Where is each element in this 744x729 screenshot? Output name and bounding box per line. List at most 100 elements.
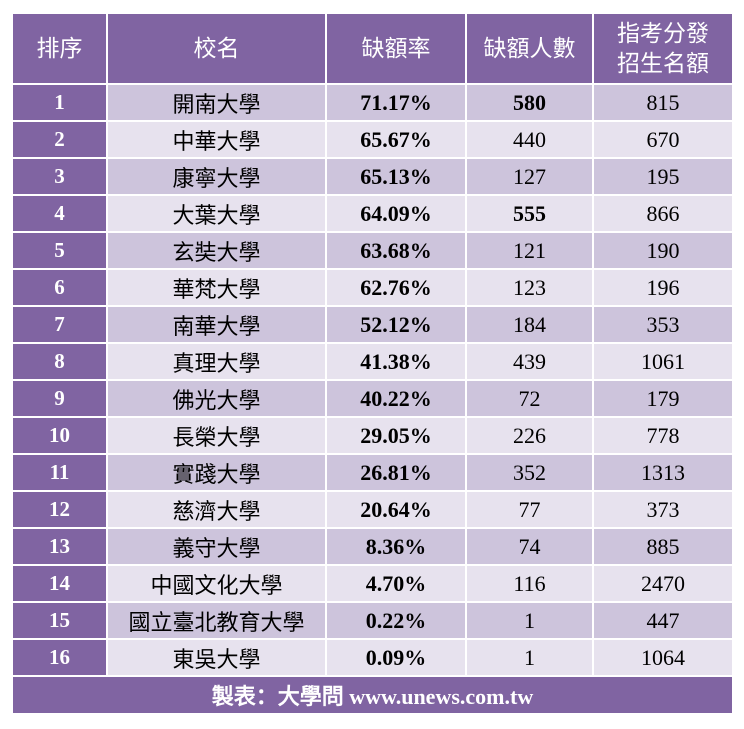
header-rate: 缺額率 [325, 12, 467, 85]
table-row: 8 真理大學 41.38% 439 1061 [11, 342, 734, 381]
vacancy-rate-cell: 71.17% [325, 83, 467, 122]
vacancy-count-cell: 121 [465, 231, 594, 270]
vacancy-rate-cell: 29.05% [325, 416, 467, 455]
rank-cell: 11 [11, 453, 108, 492]
table-row: 7 南華大學 52.12% 184 353 [11, 305, 734, 344]
vacancy-count-cell: 440 [465, 120, 594, 159]
table-row: 11 實踐大學 26.81% 352 1313 [11, 453, 734, 492]
school-name-cell: 中國文化大學 [106, 564, 327, 603]
table-row: 6 華梵大學 62.76% 123 196 [11, 268, 734, 307]
vacancy-rate-cell: 20.64% [325, 490, 467, 529]
vacancy-count-cell: 1 [465, 638, 594, 677]
rank-cell: 10 [11, 416, 108, 455]
vacancy-count-cell: 439 [465, 342, 594, 381]
rank-cell: 5 [11, 231, 108, 270]
rank-cell: 6 [11, 268, 108, 307]
table-row: 15 國立臺北教育大學 0.22% 1 447 [11, 601, 734, 640]
rank-cell: 15 [11, 601, 108, 640]
quota-cell: 373 [592, 490, 734, 529]
school-name-cell: 大葉大學 [106, 194, 327, 233]
footer-row: 製表：大學問 www.unews.com.tw [11, 675, 734, 715]
vacancy-rate-cell: 4.70% [325, 564, 467, 603]
quota-cell: 815 [592, 83, 734, 122]
rank-cell: 2 [11, 120, 108, 159]
rank-cell: 13 [11, 527, 108, 566]
quota-cell: 195 [592, 157, 734, 196]
vacancy-count-cell: 74 [465, 527, 594, 566]
source-credit: 製表：大學問 www.unews.com.tw [11, 675, 734, 715]
quota-cell: 778 [592, 416, 734, 455]
table-row: 4 大葉大學 64.09% 555 866 [11, 194, 734, 233]
vacancy-rate-cell: 26.81% [325, 453, 467, 492]
rank-cell: 9 [11, 379, 108, 418]
rank-cell: 14 [11, 564, 108, 603]
table-row: 1 開南大學 71.17% 580 815 [11, 83, 734, 122]
header-quota: 指考分發 招生名額 [592, 12, 734, 85]
quota-cell: 866 [592, 194, 734, 233]
rank-cell: 16 [11, 638, 108, 677]
school-name-cell: 佛光大學 [106, 379, 327, 418]
vacancy-count-cell: 184 [465, 305, 594, 344]
table-row: 2 中華大學 65.67% 440 670 [11, 120, 734, 159]
header-quota-line1: 指考分發 [617, 20, 709, 47]
vacancy-rate-cell: 0.09% [325, 638, 467, 677]
vacancy-rate-cell: 64.09% [325, 194, 467, 233]
table-row: 16 東吳大學 0.09% 1 1064 [11, 638, 734, 677]
vacancy-count-cell: 77 [465, 490, 594, 529]
rank-cell: 4 [11, 194, 108, 233]
table-footer: 製表：大學問 www.unews.com.tw [11, 675, 734, 715]
quota-cell: 670 [592, 120, 734, 159]
table-row: 14 中國文化大學 4.70% 116 2470 [11, 564, 734, 603]
table-row: 9 佛光大學 40.22% 72 179 [11, 379, 734, 418]
table-row: 10 長榮大學 29.05% 226 778 [11, 416, 734, 455]
vacancy-count-cell: 580 [465, 83, 594, 122]
school-name-cell: 中華大學 [106, 120, 327, 159]
vacancy-count-cell: 1 [465, 601, 594, 640]
school-name-cell: 義守大學 [106, 527, 327, 566]
table-row: 3 康寧大學 65.13% 127 195 [11, 157, 734, 196]
vacancy-rate-cell: 0.22% [325, 601, 467, 640]
school-name-cell: 東吳大學 [106, 638, 327, 677]
vacancy-count-cell: 226 [465, 416, 594, 455]
school-name-cell: 長榮大學 [106, 416, 327, 455]
vacancy-rate-cell: 62.76% [325, 268, 467, 307]
vacancy-table: 排序 校名 缺額率 缺額人數 指考分發 招生名額 1 開南大學 71.17% 580 8… [11, 12, 734, 715]
quota-cell: 1313 [592, 453, 734, 492]
quota-cell: 885 [592, 527, 734, 566]
vacancy-rate-cell: 63.68% [325, 231, 467, 270]
table-row: 13 義守大學 8.36% 74 885 [11, 527, 734, 566]
header-vacancies: 缺額人數 [465, 12, 594, 85]
header-row: 排序 校名 缺額率 缺額人數 指考分發 招生名額 [11, 12, 734, 85]
vacancy-count-cell: 555 [465, 194, 594, 233]
quota-cell: 2470 [592, 564, 734, 603]
vacancy-rate-cell: 40.22% [325, 379, 467, 418]
vacancy-count-cell: 127 [465, 157, 594, 196]
vacancy-rate-cell: 65.13% [325, 157, 467, 196]
header-school: 校名 [106, 12, 327, 85]
rank-cell: 1 [11, 83, 108, 122]
vacancy-rate-cell: 65.67% [325, 120, 467, 159]
school-name-cell: 玄奘大學 [106, 231, 327, 270]
quota-cell: 447 [592, 601, 734, 640]
quota-cell: 1061 [592, 342, 734, 381]
quota-cell: 179 [592, 379, 734, 418]
school-name-cell: 華梵大學 [106, 268, 327, 307]
school-name-cell: 康寧大學 [106, 157, 327, 196]
table-body: 1 開南大學 71.17% 580 815 2 中華大學 65.67% 440 670 3 康寧大學 6… [11, 83, 734, 677]
header-rank: 排序 [11, 12, 108, 85]
rank-cell: 8 [11, 342, 108, 381]
rank-cell: 3 [11, 157, 108, 196]
vacancy-count-cell: 352 [465, 453, 594, 492]
school-name-cell: 慈濟大學 [106, 490, 327, 529]
vacancy-count-cell: 123 [465, 268, 594, 307]
vacancy-count-cell: 72 [465, 379, 594, 418]
quota-cell: 1064 [592, 638, 734, 677]
school-name-cell: 真理大學 [106, 342, 327, 381]
vacancy-rate-cell: 52.12% [325, 305, 467, 344]
rank-cell: 7 [11, 305, 108, 344]
school-name-cell: 實踐大學 [106, 453, 327, 492]
table-header: 排序 校名 缺額率 缺額人數 指考分發 招生名額 [11, 12, 734, 85]
table-container: 排序 校名 缺額率 缺額人數 指考分發 招生名額 1 開南大學 71.17% 580 8… [11, 12, 734, 715]
vacancy-rate-cell: 8.36% [325, 527, 467, 566]
school-name-cell: 南華大學 [106, 305, 327, 344]
